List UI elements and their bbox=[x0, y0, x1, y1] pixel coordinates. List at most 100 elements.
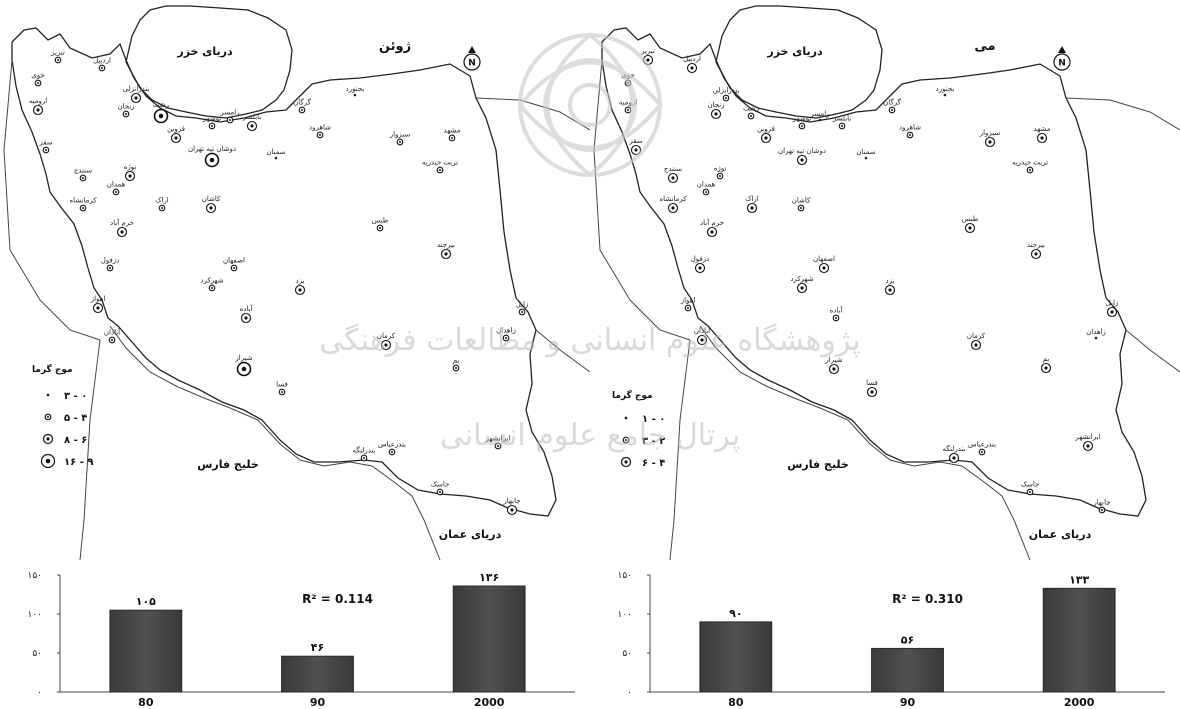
city-marker: چابهار bbox=[1092, 499, 1111, 514]
city-marker: بجنورد bbox=[346, 85, 364, 97]
legend-item-label: ۳ - ۰ bbox=[64, 391, 87, 402]
city-marker: نوشهر bbox=[792, 115, 811, 130]
city-marker: زاهدان bbox=[496, 327, 516, 342]
oman-sea-label: دریای عمان bbox=[1029, 528, 1092, 541]
city-marker: اردبیل bbox=[93, 57, 111, 72]
legend-item: ۵ - ۴ bbox=[44, 413, 87, 424]
city-marker: نوژه bbox=[124, 163, 136, 182]
city-label: سنندج bbox=[664, 165, 682, 173]
city-marker: گرگان bbox=[883, 98, 902, 114]
city-label: آبادان bbox=[694, 326, 711, 335]
bar bbox=[699, 621, 773, 693]
city-marker: بابلسر bbox=[242, 113, 261, 132]
city-marker: اردبیل bbox=[683, 55, 701, 74]
city-marker: کرمان bbox=[377, 332, 396, 351]
bar bbox=[109, 609, 183, 693]
city-label: دزفول bbox=[101, 257, 120, 265]
city-label: زاهدان bbox=[1086, 328, 1106, 336]
city-label: یزد bbox=[296, 277, 305, 285]
city-marker: بیرجند bbox=[437, 241, 455, 260]
city-marker: ایرانشهر bbox=[485, 435, 511, 450]
x-category-label: 90 bbox=[900, 696, 916, 709]
city-label: اراک bbox=[745, 195, 759, 203]
city-marker: بابلسر bbox=[832, 115, 851, 130]
month-label: می bbox=[974, 39, 995, 54]
city-marker: بجنورد bbox=[936, 85, 955, 97]
city-label: اردبیل bbox=[683, 55, 701, 63]
map-panel-may: دریای خزر خلیج فارس دریای عمان می N خوی تبریز ا… bbox=[590, 0, 1180, 709]
city-marker: بندرلنگه bbox=[353, 446, 376, 462]
city-marker: رشت bbox=[153, 101, 169, 124]
bar bbox=[281, 655, 354, 693]
gulf-coast-line bbox=[109, 325, 441, 561]
city-marker: بم bbox=[1040, 355, 1052, 374]
city-marker: بم bbox=[452, 357, 459, 372]
city-marker: کرمانشاه bbox=[659, 195, 687, 214]
city-label: رشت bbox=[743, 105, 759, 113]
legend-item-label: ۸ - ۶ bbox=[64, 435, 87, 446]
city-label: فسا bbox=[276, 381, 288, 389]
y-tick-label: ۱۵۰ bbox=[27, 571, 42, 581]
legend-item-label: ۳ - ۲ bbox=[642, 436, 665, 447]
city-marker: اصفهان bbox=[223, 257, 245, 272]
city-label: زنجان bbox=[707, 101, 724, 109]
y-tick-label: ۰ bbox=[627, 688, 632, 698]
bar-value-label: ۴۶ bbox=[311, 641, 324, 654]
city-label: جاسک bbox=[431, 481, 450, 489]
city-label: تبریز bbox=[640, 47, 655, 55]
city-marker: سقز bbox=[38, 139, 53, 154]
legend-item: ۳ - ۰ bbox=[46, 391, 87, 402]
city-marker: شهرکرد bbox=[790, 275, 814, 294]
border-line bbox=[535, 329, 590, 373]
city-marker: بندرلنگه bbox=[943, 444, 966, 464]
legend-item-label: ۱۶ - ۹ bbox=[64, 457, 93, 468]
city-label: زابل bbox=[1106, 299, 1119, 307]
city-marker: کاشان bbox=[202, 195, 221, 214]
city-marker: گرگان bbox=[293, 98, 312, 114]
city-label: کرمانشاه bbox=[69, 197, 97, 205]
city-marker: تربت حیدریه bbox=[422, 159, 458, 174]
oman-sea-label: دریای عمان bbox=[439, 528, 502, 541]
city-label: نوژه bbox=[714, 165, 727, 173]
city-marker: تربت حیدریه bbox=[1012, 159, 1048, 174]
x-category-label: 2000 bbox=[1064, 696, 1095, 709]
city-marker: قزوین bbox=[757, 125, 775, 144]
y-tick-label: ۵۰ bbox=[32, 649, 42, 659]
city-marker: بندرانزلی bbox=[713, 87, 739, 102]
city-label: خوی bbox=[621, 72, 634, 80]
bar bbox=[452, 585, 526, 693]
city-marker: اراک bbox=[155, 197, 169, 212]
caspian-sea-label: دریای خزر bbox=[176, 45, 233, 58]
city-label: چابهار bbox=[1092, 499, 1110, 507]
r-squared-annotation: R² = 0.114 bbox=[302, 592, 373, 606]
city-label: گرگان bbox=[293, 98, 311, 107]
legend-item-label: ۵ - ۴ bbox=[64, 413, 87, 424]
city-label: قزوین bbox=[167, 125, 185, 133]
city-label: رامسر bbox=[219, 109, 239, 117]
city-marker: دزفول bbox=[101, 257, 120, 272]
city-marker: سمنان bbox=[266, 148, 286, 160]
city-marker: جاسک bbox=[1021, 481, 1040, 496]
city-label: دوشان تپه تهران bbox=[188, 145, 236, 153]
city-marker: تبریز bbox=[640, 47, 655, 66]
month-label: ژوئن bbox=[379, 39, 411, 54]
city-label: بجنورد bbox=[936, 85, 955, 93]
city-label: اهواز bbox=[680, 297, 696, 305]
city-label: جاسک bbox=[1021, 481, 1040, 489]
city-label: تربت حیدریه bbox=[1012, 159, 1048, 167]
city-label: اهواز bbox=[90, 295, 106, 303]
city-label: بندرلنگه bbox=[943, 444, 966, 453]
legend-item: ۱ - ۰ bbox=[624, 414, 665, 425]
legend-item: ۳ - ۲ bbox=[622, 436, 665, 447]
bar-value-label: ۹۰ bbox=[729, 607, 742, 620]
city-marker: اهواز bbox=[680, 297, 696, 312]
city-label: ارومیه bbox=[619, 99, 637, 107]
city-label: شاهرود bbox=[309, 124, 331, 132]
city-marker: نوژه bbox=[714, 165, 727, 180]
iran-map-may: دریای خزر خلیج فارس دریای عمان می N خوی تبریز ا… bbox=[593, 5, 1180, 561]
x-category-label: 90 bbox=[310, 696, 326, 709]
border-line bbox=[1125, 329, 1180, 373]
city-label: طبس bbox=[962, 215, 979, 223]
city-marker: جاسک bbox=[431, 481, 450, 496]
legend-title: موج گرما bbox=[612, 389, 653, 401]
